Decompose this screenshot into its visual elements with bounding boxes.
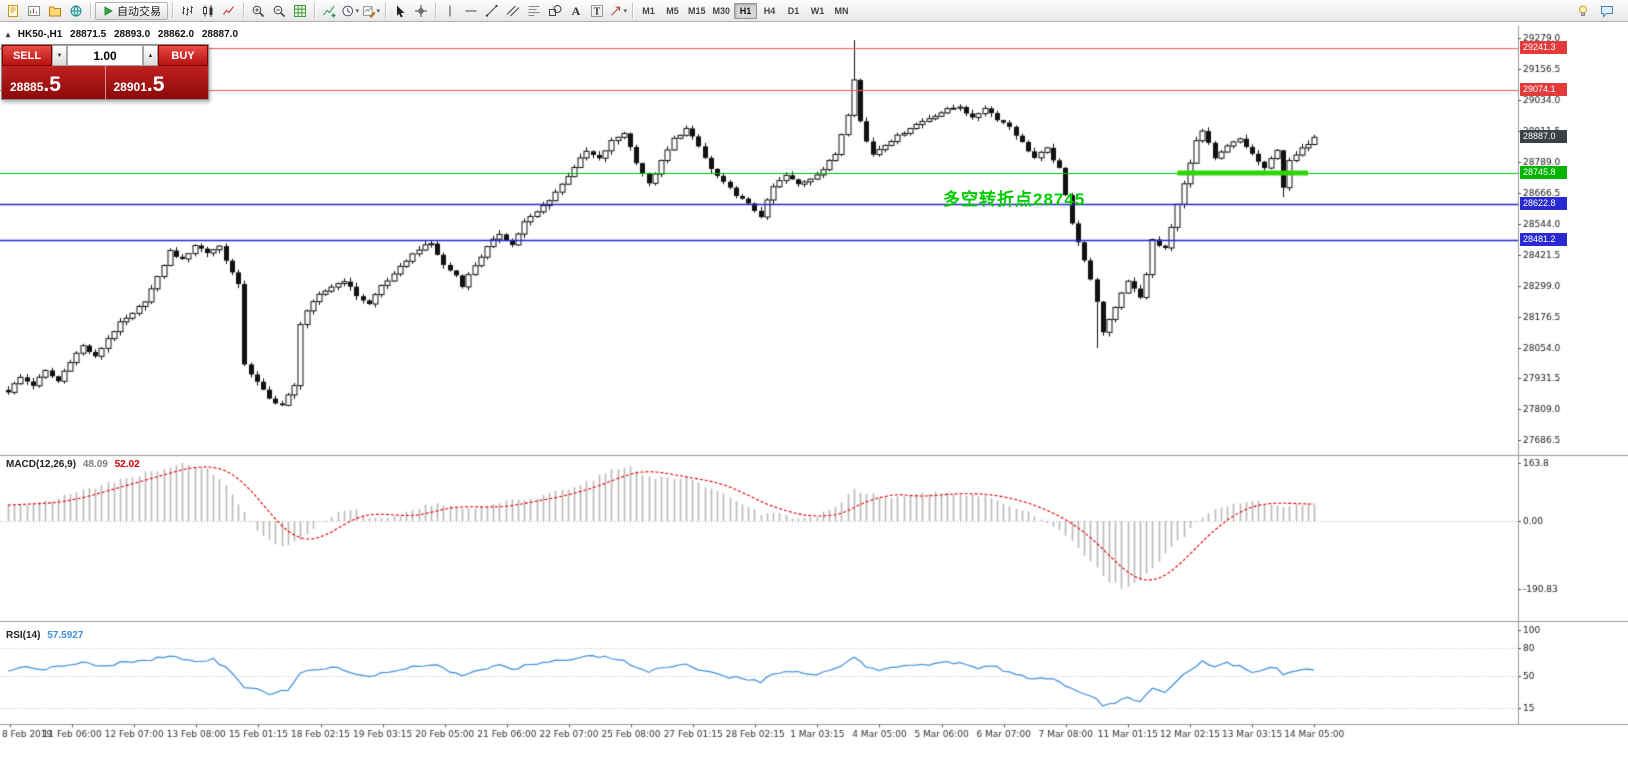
chart-annotation-text: 多空转折点28745 — [943, 190, 1086, 209]
one-click-trading-panel: SELL BUY 28885 .5 28901 .5 — [1, 44, 209, 100]
close-value: 28887.0 — [201, 29, 239, 40]
bid-price-pips: .5 — [43, 73, 61, 96]
macd-main-value: 48.09 — [82, 459, 108, 470]
open-value: 28871.5 — [70, 29, 107, 40]
periods-icon[interactable] — [340, 2, 360, 20]
bid-price[interactable]: 28885 .5 — [2, 66, 105, 99]
sell-button[interactable]: SELL — [2, 45, 52, 66]
arrow-icon[interactable] — [608, 2, 628, 20]
bid-price-main: 28885 — [10, 80, 44, 94]
ask-price-main: 28901 — [113, 80, 147, 94]
ask-price[interactable]: 28901 .5 — [104, 66, 209, 99]
toolbar-separator — [385, 3, 386, 18]
market-watch-icon[interactable] — [66, 2, 86, 20]
autotrading-label: 自动交易 — [117, 5, 161, 18]
svg-text:A: A — [572, 4, 581, 18]
toolbar-right-icons — [1573, 2, 1625, 20]
chart-canvas[interactable] — [0, 22, 1628, 769]
volume-input[interactable] — [67, 45, 143, 66]
trendline-icon[interactable] — [482, 2, 502, 20]
low-value: 28862.0 — [157, 29, 195, 40]
zoom-out-icon[interactable] — [269, 2, 289, 20]
shapes-icon[interactable] — [545, 2, 565, 20]
price-axis-badge: 29074.1 — [1520, 83, 1567, 96]
collapse-icon[interactable] — [6, 29, 10, 40]
profiles-icon[interactable] — [45, 2, 65, 20]
cursor-icon[interactable] — [390, 2, 410, 20]
crosshair-icon[interactable] — [411, 2, 431, 20]
comments-icon[interactable] — [1597, 2, 1617, 20]
timeframe-button-w1[interactable]: W1 — [806, 3, 829, 19]
high-value: 28893.0 — [113, 29, 151, 40]
toolbar-separator — [243, 3, 244, 18]
volume-increase-button[interactable] — [143, 45, 158, 66]
new-order-icon[interactable] — [3, 2, 23, 20]
ask-price-pips: .5 — [146, 73, 165, 96]
trade-prices-row: 28885 .5 28901 .5 — [2, 66, 208, 99]
timeframe-button-h1[interactable]: H1 — [734, 2, 758, 19]
horizontal-line-icon[interactable] — [461, 2, 481, 20]
timeframe-button-m1[interactable]: M1 — [637, 3, 660, 19]
price-axis-badge: 28745.8 — [1520, 166, 1567, 179]
symbol-period-label: HK50-,H1 — [17, 29, 63, 40]
grid-icon[interactable] — [290, 2, 310, 20]
timeframe-button-d1[interactable]: D1 — [782, 3, 805, 19]
autotrading-button[interactable]: 自动交易 — [95, 1, 168, 20]
svg-text:T: T — [594, 6, 601, 17]
timeframe-button-h4[interactable]: H4 — [758, 3, 781, 19]
timeframe-button-mn[interactable]: MN — [830, 3, 853, 19]
price-axis-badge: 28622.8 — [1520, 197, 1567, 210]
price-axis-badge: 28481.2 — [1520, 233, 1567, 246]
rsi-value: 57.5927 — [47, 630, 84, 641]
toolbar-separator — [314, 3, 315, 18]
rsi-name: RSI(14) — [6, 630, 41, 641]
bar-chart-icon[interactable] — [177, 2, 197, 20]
timeframe-button-m5[interactable]: M5 — [661, 3, 684, 19]
chart-window: HK50-,H1 28871.5 28893.0 28862.0 28887.0… — [0, 22, 1628, 769]
text-icon[interactable]: A — [566, 2, 586, 20]
macd-signal-value: 52.02 — [114, 459, 140, 470]
timeframe-button-m15[interactable]: M15 — [685, 3, 709, 19]
buy-button[interactable]: BUY — [158, 45, 208, 66]
chart-ohlc-header: HK50-,H1 28871.5 28893.0 28862.0 28887.0 — [6, 29, 243, 40]
toolbar-separator — [632, 3, 633, 18]
channel-icon[interactable] — [503, 2, 523, 20]
line-chart-icon[interactable] — [219, 2, 239, 20]
zoom-in-icon[interactable] — [248, 2, 268, 20]
candlestick-chart-icon[interactable] — [198, 2, 218, 20]
rsi-indicator-label: RSI(14) 57.5927 — [6, 630, 87, 641]
templates-icon[interactable] — [361, 2, 381, 20]
label-icon[interactable]: T — [587, 2, 607, 20]
timeframe-button-m30[interactable]: M30 — [710, 3, 734, 19]
fibonacci-icon[interactable] — [524, 2, 544, 20]
toolbar-separator — [435, 3, 436, 18]
vertical-line-icon[interactable] — [440, 2, 460, 20]
toolbar-separator — [172, 3, 173, 18]
price-axis-badge: 28887.0 — [1520, 130, 1567, 143]
macd-name: MACD(12,26,9) — [6, 459, 77, 470]
price-axis-badge: 29241.3 — [1520, 41, 1567, 54]
new-chart-icon[interactable] — [24, 2, 44, 20]
macd-indicator-label: MACD(12,26,9) 48.09 52.02 — [6, 459, 144, 470]
toolbar-separator — [90, 3, 91, 18]
lightbulb-icon[interactable] — [1573, 2, 1593, 20]
volume-decrease-button[interactable] — [52, 45, 67, 66]
trade-controls-row: SELL BUY — [2, 45, 208, 66]
indicators-icon[interactable] — [319, 2, 339, 20]
